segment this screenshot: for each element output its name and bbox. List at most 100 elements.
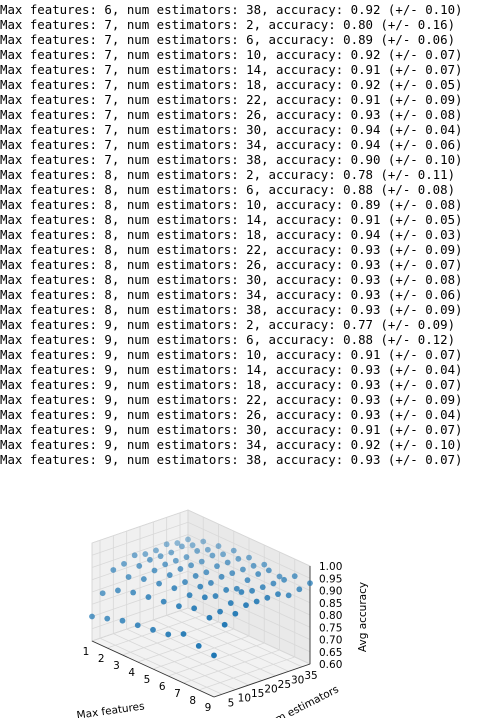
log-line: Max features: 9, num estimators: 10, acc… — [0, 347, 463, 362]
z-tick-label: 0.80 — [319, 610, 342, 622]
z-tick-label: 0.65 — [319, 647, 342, 659]
data-point — [174, 540, 181, 546]
data-point — [235, 555, 242, 562]
data-point — [224, 559, 231, 566]
log-line: Max features: 7, num estimators: 10, acc… — [0, 47, 463, 62]
data-point — [110, 567, 117, 573]
data-point — [276, 573, 283, 580]
data-point — [198, 558, 205, 565]
log-line: Max features: 8, num estimators: 6, accu… — [0, 182, 456, 197]
data-point — [151, 567, 158, 574]
data-point — [211, 652, 217, 659]
data-point — [153, 547, 159, 554]
data-point — [165, 631, 172, 638]
data-point — [186, 592, 193, 599]
data-point — [163, 541, 170, 548]
log-line: Max features: 7, num estimators: 34, acc… — [0, 137, 463, 152]
z-tick-label: 0.70 — [319, 635, 342, 647]
data-point — [281, 576, 287, 583]
data-point — [265, 567, 272, 574]
data-point — [270, 580, 277, 587]
data-point — [119, 617, 126, 624]
data-point — [180, 631, 187, 637]
data-point — [221, 621, 228, 628]
data-point — [232, 610, 239, 617]
data-point — [214, 563, 220, 570]
data-point — [204, 546, 211, 553]
3d-scatter-plot: 1 2 3 4 5 6 7 8 9 5 10 15 20 25 30 35 0.60 0.65 0.70 0.75 0.… — [0, 478, 493, 718]
data-point — [218, 573, 225, 580]
y-tick-label: 10 — [238, 693, 251, 705]
data-point — [275, 591, 281, 598]
data-point — [160, 598, 167, 605]
log-line: Max features: 9, num estimators: 18, acc… — [0, 377, 463, 392]
data-point — [183, 554, 190, 560]
data-point — [162, 561, 169, 568]
log-line: Max features: 9, num estimators: 30, acc… — [0, 422, 463, 437]
log-line: Max features: 6, num estimators: 38, acc… — [0, 2, 463, 17]
data-point — [246, 554, 252, 561]
y-tick-label: 25 — [278, 679, 291, 691]
z-tick-label: 0.95 — [319, 573, 342, 585]
log-line: Max features: 7, num estimators: 38, acc… — [0, 152, 463, 167]
data-point — [201, 594, 208, 601]
z-axis-label: Avg accuracy — [357, 582, 369, 652]
data-point — [203, 569, 210, 576]
data-point — [99, 590, 106, 597]
data-point — [212, 593, 219, 599]
data-point — [240, 566, 246, 573]
z-gridline — [91, 583, 311, 640]
data-point — [215, 543, 222, 549]
data-point — [200, 538, 207, 545]
z-tick-label: 0.60 — [319, 659, 342, 671]
data-point — [185, 536, 191, 543]
data-point — [182, 579, 188, 585]
data-point — [255, 571, 262, 577]
data-point — [217, 608, 223, 615]
log-line: Max features: 9, num estimators: 14, acc… — [0, 362, 463, 377]
x-tick-label: 7 — [174, 688, 181, 700]
data-point — [259, 584, 266, 591]
data-point — [307, 580, 313, 587]
z-tick-label: 0.90 — [319, 586, 342, 598]
log-line: Max features: 8, num estimators: 30, acc… — [0, 272, 463, 287]
log-line: Max features: 9, num estimators: 34, acc… — [0, 437, 463, 452]
log-line: Max features: 8, num estimators: 2, accu… — [0, 167, 456, 182]
log-line: Max features: 7, num estimators: 6, accu… — [0, 32, 456, 47]
data-point — [179, 543, 185, 550]
x-tick-label: 2 — [98, 653, 105, 665]
data-point — [192, 573, 199, 579]
x-tick-label: 6 — [159, 681, 166, 693]
x-axis-line — [91, 640, 215, 698]
z-gridline — [91, 570, 311, 628]
data-point — [166, 572, 173, 578]
log-line: Max features: 9, num estimators: 6, accu… — [0, 332, 456, 347]
log-line: Max features: 7, num estimators: 26, acc… — [0, 107, 463, 122]
data-point — [249, 587, 255, 594]
data-point — [227, 600, 234, 606]
data-point — [134, 622, 141, 629]
log-line: Max features: 7, num estimators: 22, acc… — [0, 92, 463, 107]
data-point — [104, 615, 111, 622]
data-point — [168, 549, 175, 556]
data-point — [121, 560, 127, 567]
x-tick-label: 3 — [113, 660, 120, 672]
log-line: Max features: 7, num estimators: 14, acc… — [0, 62, 463, 77]
y-tick-label: 20 — [264, 684, 277, 696]
log-line: Max features: 8, num estimators: 26, acc… — [0, 257, 463, 272]
data-point — [197, 583, 204, 590]
x-tick-label: 9 — [205, 702, 212, 714]
z-tick-label: 0.75 — [319, 622, 342, 634]
log-line: Max features: 8, num estimators: 34, acc… — [0, 287, 463, 302]
x-tick-label: 5 — [144, 674, 151, 686]
y-axis-line — [213, 663, 311, 698]
z-tick-label: 0.85 — [319, 598, 342, 610]
data-point — [136, 563, 143, 569]
data-point — [244, 577, 251, 584]
log-line: Max features: 7, num estimators: 30, acc… — [0, 122, 463, 137]
log-line: Max features: 9, num estimators: 38, acc… — [0, 452, 463, 467]
data-point — [233, 585, 240, 592]
log-line: Max features: 7, num estimators: 18, acc… — [0, 77, 463, 92]
data-point — [195, 643, 202, 649]
